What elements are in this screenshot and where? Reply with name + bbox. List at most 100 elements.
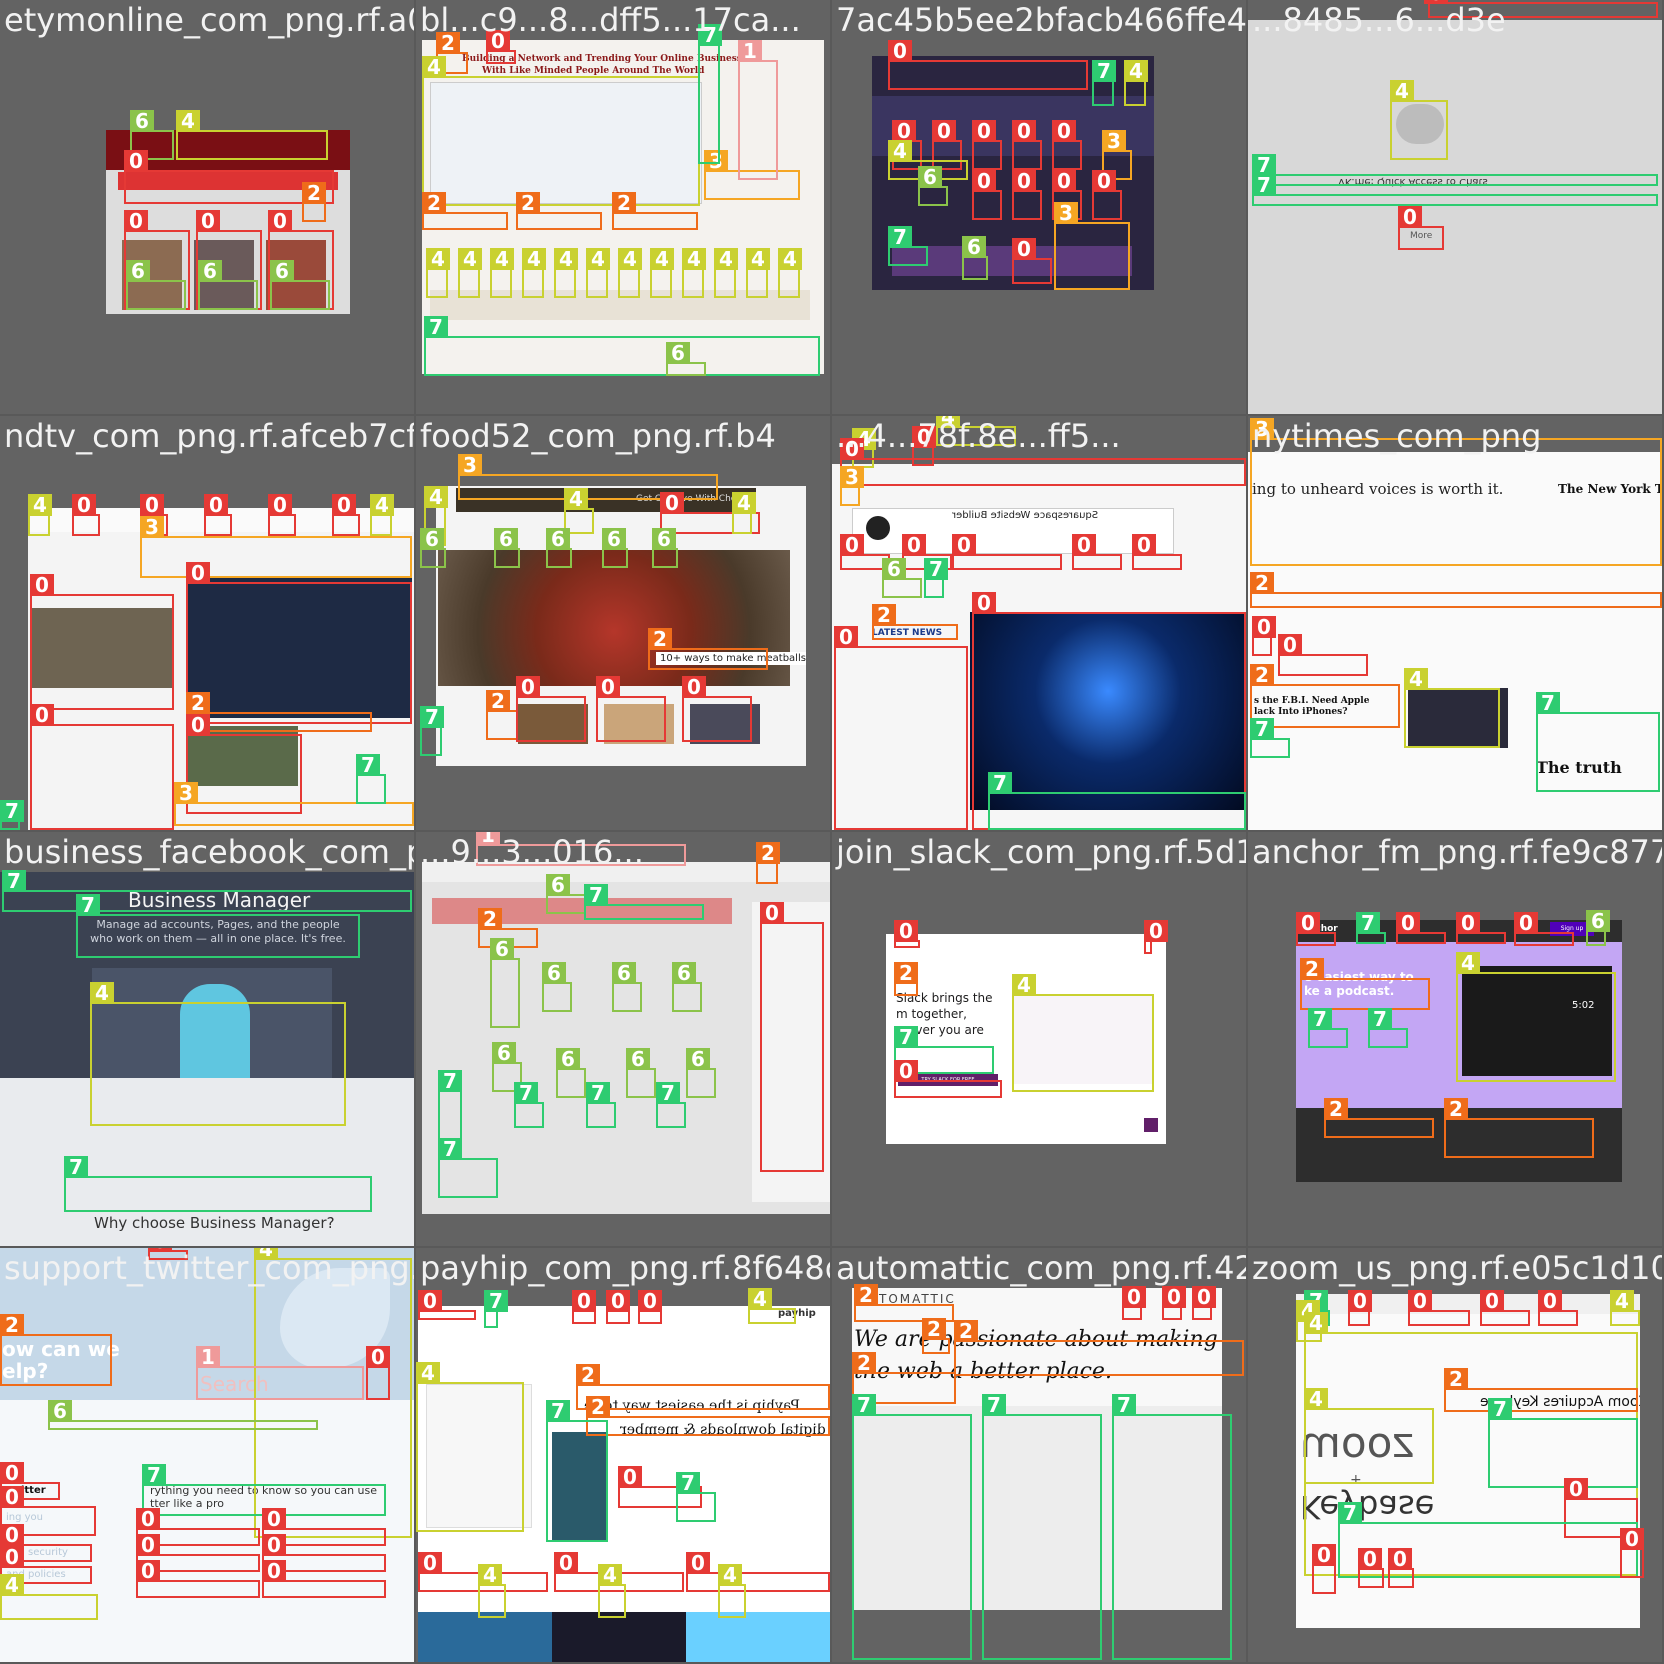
annotation-box: 0 — [1408, 1290, 1470, 1326]
annotation-label: 4 — [90, 982, 114, 1004]
back-icon[interactable] — [866, 516, 890, 540]
screenshot — [28, 508, 414, 830]
annotation-box: 7 — [1252, 154, 1658, 186]
left-nav-item[interactable]: and security — [6, 1547, 68, 1558]
annotation-label: 4 — [718, 1564, 742, 1586]
annotation-box: 2 — [954, 1320, 1244, 1376]
tile-ndtv: ndtv_com_png.rf.afceb7cfff1 4 0 0 0 0 0 … — [0, 416, 414, 830]
annotation-label: 7 — [1252, 174, 1276, 196]
page-description: Manage ad accounts, Pages, and the peopl… — [90, 918, 346, 945]
annotation-label: 0 — [972, 170, 996, 192]
annotation-label: 4 — [254, 1248, 278, 1260]
annotation-label: 2 — [1300, 958, 1324, 980]
tile-caption: 7ac45b5ee2bfacb466ffe4 — [836, 1, 1246, 39]
chat-bubbles-icon — [1396, 104, 1444, 144]
annotation-box: 7 — [1308, 1008, 1348, 1048]
annotation-label: 0 — [902, 534, 926, 556]
annotation-label: 4 — [522, 248, 546, 270]
annotation-label: 0 — [486, 30, 510, 52]
annotation-label: 0 — [1012, 120, 1036, 142]
annotation-label: 1 — [738, 40, 762, 62]
annotation-label: 0 — [0, 1462, 24, 1484]
annotation-label: 3 — [1102, 130, 1126, 152]
annotation-box: 0 — [1312, 1544, 1336, 1594]
page-subtitle: With Like Minded People Around The World — [482, 66, 705, 76]
annotation-box: 0 — [1192, 1286, 1216, 1320]
annotation-label: 6 — [198, 260, 222, 282]
annotation-label: 3 — [1054, 202, 1078, 224]
annotation-box: 3 — [174, 782, 414, 826]
annotation-box: 0 and security — [0, 1524, 92, 1562]
tile-caption: etymonline_com_png.rf.a024 — [4, 1, 414, 39]
nyt-quote: ing to unheard voices is worth it. — [1252, 480, 1504, 498]
annotation-label: 1 — [476, 832, 500, 846]
annotation-box: 4 — [564, 488, 594, 534]
annotation-box: 4 — [618, 248, 642, 298]
annotation-box: 7 — [1250, 718, 1290, 758]
annotation-box: 2 — [576, 1364, 830, 1410]
annotation-box: 4 — [176, 110, 328, 160]
annotation-box: 0 — [1348, 1290, 1372, 1326]
annotation-box: 2 — [1250, 664, 1400, 728]
annotation-label: 7 — [584, 884, 608, 906]
annotation-label: 0 — [30, 704, 54, 726]
screenshot: Slack brings the m together, erever you … — [886, 934, 1166, 1144]
annotation-label: 0 — [1358, 1548, 1382, 1570]
annotation-label: 6 — [542, 962, 566, 984]
tile-caption: zoom_us_png.rf.e05c1d107 — [1252, 1249, 1662, 1287]
tile-caption: ...4...78f.8e...ff5... — [836, 417, 1121, 455]
annotation-box: 4 — [1610, 1290, 1640, 1326]
annotation-label: 0 — [366, 1346, 390, 1368]
annotation-box: 7 — [1092, 60, 1116, 106]
annotation-box: 4 — [424, 486, 448, 546]
annotation-box: 6 — [492, 1042, 522, 1092]
more-button[interactable]: 0 More — [1398, 206, 1444, 250]
annotation-box: 4 — [1390, 80, 1448, 160]
ad-title: Squarespace Website Builder — [952, 510, 1099, 521]
annotation-label: 0 — [140, 494, 164, 516]
annotation-box: 2 — [756, 842, 780, 884]
annotation-box: 0 — [638, 1290, 662, 1324]
annotation-box: 0 — [972, 170, 1002, 220]
annotation-label: 7 — [438, 1138, 462, 1160]
annotation-box: 0 — [894, 920, 920, 948]
space-image — [970, 612, 1246, 810]
annotation-box: 0 — [204, 494, 232, 536]
annotation-label: 3 — [140, 516, 164, 538]
annotation-box: 0 — [1538, 1290, 1578, 1326]
annotation-box: 7 — [1368, 1008, 1408, 1048]
tile-caption: join_slack_com_png.rf.5d19 — [836, 833, 1246, 871]
annotation-label: 0 — [1132, 534, 1156, 556]
annotation-label: 2 — [954, 1320, 978, 1342]
annotation-label: 0 — [1620, 1528, 1644, 1550]
annotation-box: 2 — [422, 192, 508, 230]
annotation-box: 4 — [1124, 60, 1148, 106]
annotation-label: 6 — [48, 1400, 72, 1422]
annotation-box: 6 — [672, 962, 702, 1012]
annotation-label: 0 — [952, 534, 976, 556]
annotation-label: 7 — [1308, 1008, 1332, 1030]
left-nav-item[interactable]: ing you — [6, 1512, 44, 1523]
search-input[interactable]: Search — [200, 1372, 269, 1396]
annotation-label: 4 — [748, 1288, 772, 1310]
annotation-box: 0 — [1514, 912, 1574, 946]
annotation-label: 0 — [638, 1290, 662, 1312]
annotation-label: 0 — [596, 676, 620, 698]
annotation-label: 2 — [422, 192, 446, 214]
annotation-label: 7 — [888, 226, 912, 248]
left-nav-item[interactable]: Twitter — [6, 1485, 46, 1496]
page-title: Business Manager — [128, 888, 311, 912]
annotation-label: 2 — [1444, 1098, 1468, 1120]
annotation-box: 0 — [1296, 912, 1336, 946]
annotation-label: 4 — [778, 248, 802, 270]
annotation-box: 7 — [1338, 1502, 1638, 1578]
annotation-label: 0 — [418, 1552, 442, 1574]
left-nav-item[interactable]: and policies — [6, 1569, 66, 1580]
annotation-label: 4 — [586, 248, 610, 270]
annotation-label: 6 — [626, 1048, 650, 1070]
annotation-box: 6 — [882, 558, 922, 598]
annotation-box: 2 — [922, 1318, 950, 1354]
annotation-label: 7 — [1488, 1398, 1512, 1420]
annotation-label: 4 — [1124, 60, 1148, 82]
tile-zoom: zoom_us_png.rf.e05c1d107 zoom + Keybase … — [1248, 1248, 1662, 1662]
